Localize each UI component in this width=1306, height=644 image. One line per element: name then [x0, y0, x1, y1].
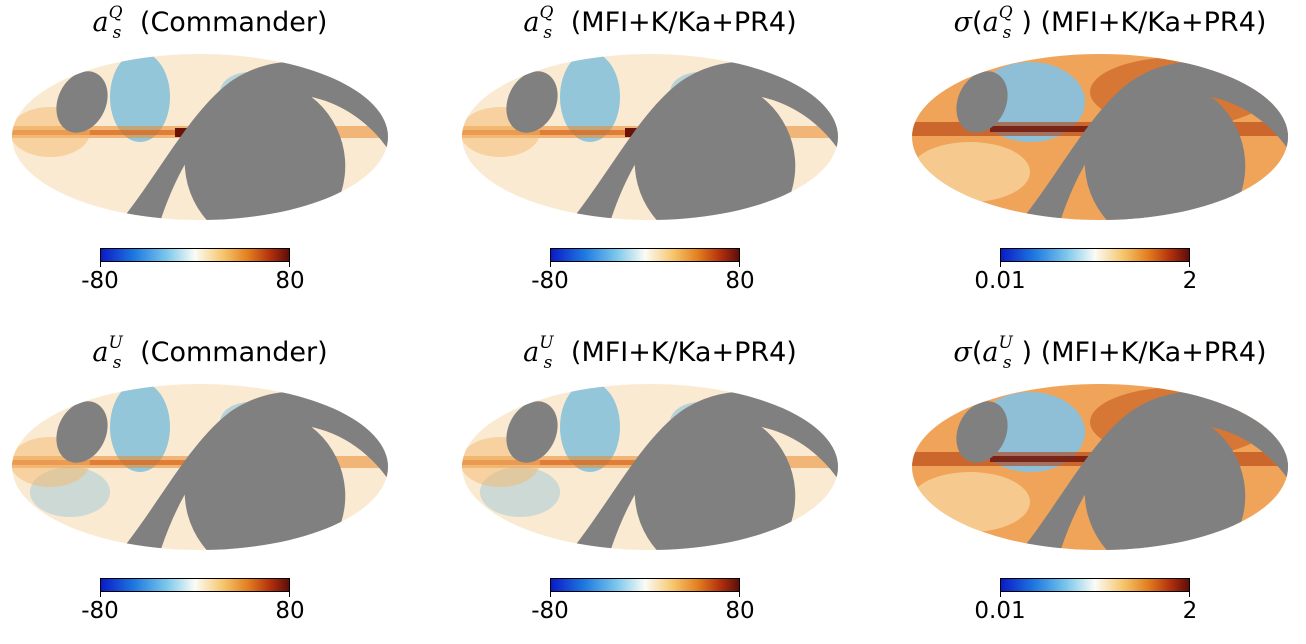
subscript-s: s: [543, 23, 553, 43]
panel-title: aUs (Commander): [0, 330, 420, 379]
colorbar-tick-min: [550, 261, 551, 267]
colorbar-min-label: 0.01: [974, 598, 1026, 624]
panel-title: aUs (MFI+K/Ka+PR4): [450, 330, 870, 379]
colorbar: [550, 578, 740, 592]
colorbar-max-label: 80: [725, 598, 755, 624]
polarization-superscript: U: [539, 333, 554, 353]
polarization-superscript: U: [108, 333, 123, 353]
map-panel-2: aQs (MFI+K/Ka+PR4) -80 80: [450, 0, 870, 310]
colorbar-tick-max: [289, 591, 290, 597]
colorbar-tick-max: [289, 261, 290, 267]
panel-label: (MFI+K/Ka+PR4): [570, 337, 797, 368]
colorbar-tick-max: [739, 261, 740, 267]
colorbar-tick-max: [739, 591, 740, 597]
map-panel-3: σ(aQs) (MFI+K/Ka+PR4) 0.01 2: [900, 0, 1306, 310]
colorbar-tick-min: [100, 591, 101, 597]
symbol: a: [92, 337, 109, 368]
colorbar: [1000, 248, 1190, 262]
mollweide-map: [912, 384, 1288, 550]
mollweide-map: [12, 384, 388, 550]
mollweide-map: [12, 54, 388, 220]
polarization-superscript: Q: [539, 3, 554, 23]
subscript-s: s: [543, 353, 553, 373]
symbol: a: [92, 7, 109, 38]
symbol: a: [523, 337, 540, 368]
mollweide-map: [462, 384, 838, 550]
panel-label: (MFI+K/Ka+PR4): [1040, 337, 1267, 368]
panel-label: (MFI+K/Ka+PR4): [1040, 7, 1267, 38]
colorbar-tick-max: [1189, 591, 1190, 597]
colorbar-min-label: 0.01: [974, 268, 1026, 294]
colorbar-tick-min: [100, 261, 101, 267]
map-panel-1: aQs (Commander) -80 80: [0, 0, 420, 310]
colorbar: [100, 248, 290, 262]
panel-label: (Commander): [140, 337, 328, 368]
subscript-s: s: [1002, 23, 1012, 43]
colorbar: [100, 578, 290, 592]
colorbar-max-label: 80: [275, 598, 305, 624]
panel-title: σ(aQs) (MFI+K/Ka+PR4): [953, 3, 1267, 43]
polarization-superscript: U: [998, 333, 1013, 353]
polarization-superscript: Q: [108, 3, 123, 23]
map-panel-5: aUs (MFI+K/Ka+PR4) -80 80: [450, 330, 870, 640]
subscript-s: s: [112, 353, 122, 373]
colorbar-max-label: 80: [725, 268, 755, 294]
panel-title: aQs (Commander): [0, 0, 420, 49]
symbol: a: [982, 7, 999, 38]
mollweide-map: [462, 54, 838, 220]
colorbar-tick-min: [1000, 261, 1001, 267]
colorbar-min-label: -80: [81, 598, 119, 624]
symbol: a: [523, 7, 540, 38]
mollweide-map: [912, 54, 1288, 220]
polarization-superscript: Q: [998, 3, 1013, 23]
colorbar-tick-max: [1189, 261, 1190, 267]
colorbar-min-label: -80: [531, 268, 569, 294]
symbol: a: [982, 337, 999, 368]
colorbar-min-label: -80: [81, 268, 119, 294]
colorbar-tick-min: [550, 591, 551, 597]
map-panel-6: σ(aUs) (MFI+K/Ka+PR4) 0.01 2: [900, 330, 1306, 640]
colorbar-min-label: -80: [531, 598, 569, 624]
panel-title: σ(aUs) (MFI+K/Ka+PR4): [953, 333, 1267, 373]
colorbar-tick-min: [1000, 591, 1001, 597]
panel-label: (Commander): [139, 7, 328, 38]
colorbar-max-label: 80: [275, 268, 305, 294]
map-panel-4: aUs (Commander) -80 80: [0, 330, 420, 640]
panel-title: aQs (MFI+K/Ka+PR4): [450, 0, 870, 49]
panel-label: (MFI+K/Ka+PR4): [570, 7, 797, 38]
subscript-s: s: [1002, 353, 1012, 373]
colorbar-max-label: 2: [1182, 268, 1198, 294]
colorbar: [1000, 578, 1190, 592]
colorbar-max-label: 2: [1182, 598, 1198, 624]
subscript-s: s: [112, 23, 122, 43]
colorbar: [550, 248, 740, 262]
